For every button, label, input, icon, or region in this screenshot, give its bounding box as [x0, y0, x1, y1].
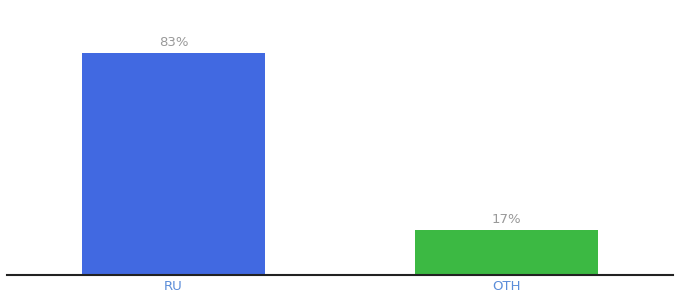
Bar [82, 52, 265, 275]
Text: 83%: 83% [158, 35, 188, 49]
Text: 17%: 17% [492, 213, 522, 226]
Bar [415, 230, 598, 275]
